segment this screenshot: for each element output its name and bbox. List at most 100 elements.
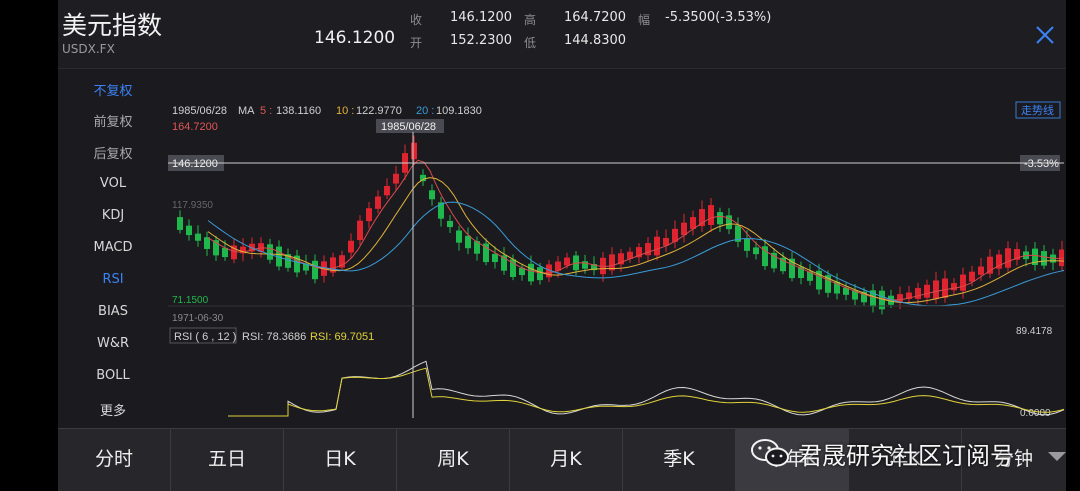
- candle-body: [762, 246, 768, 267]
- instrument-title: 美元指数: [62, 11, 163, 40]
- candle-body: [690, 217, 696, 229]
- candle-body: [411, 142, 417, 160]
- sidebar-item-more[interactable]: 更多: [99, 404, 126, 419]
- change-value: -5.3500(-3.53%): [665, 10, 772, 25]
- last-price: 146.1200: [314, 28, 396, 48]
- sidebar-item-rsi[interactable]: RSI: [102, 272, 124, 287]
- candle-body: [636, 247, 642, 258]
- sidebar-item-vol[interactable]: VOL: [99, 176, 127, 191]
- chevron-down-icon[interactable]: [1048, 452, 1066, 461]
- candle-body: [627, 251, 633, 259]
- candle-body: [834, 281, 840, 294]
- high-value: 164.7200: [564, 10, 627, 25]
- sidebar-item-kdj[interactable]: KDJ: [101, 208, 125, 223]
- candle-body: [672, 228, 678, 242]
- candle-body: [825, 275, 831, 293]
- candle-body: [663, 237, 669, 246]
- candle-body: [744, 238, 750, 251]
- close-value: 146.1200: [450, 10, 513, 25]
- candle-body: [654, 236, 660, 256]
- tab-weekly-k[interactable]: 周K: [397, 429, 510, 491]
- ma5-label: 5 :: [260, 105, 272, 117]
- crosshair: [168, 132, 1064, 418]
- sidebar-item-backward-adjust[interactable]: 后复权: [93, 147, 133, 162]
- candle-body: [294, 255, 300, 273]
- cross-date-box: [376, 119, 444, 133]
- sidebar-item-no-adjust[interactable]: 不复权: [93, 84, 133, 99]
- candle-body: [978, 266, 984, 275]
- ma20-value: 109.1830: [436, 105, 482, 117]
- candle-body: [456, 230, 462, 243]
- watermark-text: 君晟研究社区订阅号: [798, 441, 1014, 470]
- indicator-sidebar: 不复权 前复权 后复权 VOL KDJ MACD RSI BIAS W&R BO…: [58, 70, 168, 428]
- candle-body: [789, 258, 795, 279]
- candle-body: [609, 254, 615, 271]
- candle-body: [816, 270, 822, 290]
- cross-change: -3.53%: [1024, 158, 1059, 170]
- candle-body: [393, 173, 399, 184]
- trend-line-button[interactable]: 走势线: [1015, 101, 1061, 119]
- candle-body: [501, 255, 507, 271]
- sidebar-item-boll[interactable]: BOLL: [96, 368, 130, 383]
- candle-body: [708, 205, 714, 225]
- candle-body: [267, 244, 273, 260]
- tab-half-year-k[interactable]: 半年K: [736, 429, 849, 491]
- candle-body: [618, 253, 624, 265]
- candle-body: [330, 257, 336, 273]
- candle-body: [258, 243, 264, 252]
- candle-body: [915, 288, 921, 299]
- tab-minute[interactable]: 分钟: [994, 448, 1033, 470]
- candlestick-series: [177, 135, 1064, 315]
- candle-body: [465, 235, 471, 249]
- candle-body: [933, 280, 939, 299]
- candle-body: [771, 252, 777, 269]
- candle-body: [843, 287, 849, 295]
- high-marker: 164.7200: [172, 121, 218, 133]
- candle-body: [1059, 249, 1064, 267]
- ma20-label: 20 :: [416, 105, 434, 117]
- tab-quarterly-k[interactable]: 季K: [623, 429, 736, 491]
- ma10-label: 10 :: [336, 105, 354, 117]
- sidebar-item-forward-adjust[interactable]: 前复权: [93, 115, 133, 130]
- candle-body: [879, 290, 885, 310]
- candle-body: [375, 196, 381, 209]
- tab-monthly-k[interactable]: 月K: [510, 429, 623, 491]
- change-label: 幅: [638, 13, 651, 27]
- candle-body: [582, 261, 588, 269]
- candle-body: [987, 256, 993, 274]
- candle-body: [195, 233, 201, 241]
- chart-text-layer: 1985/06/28 MA 5 : 138.1160 10 : 122.9770…: [168, 105, 1060, 419]
- ma10-line: [207, 177, 1064, 304]
- candle-body: [285, 254, 291, 268]
- rsi-lines: [228, 360, 1064, 417]
- start-date: 1971-06-30: [172, 313, 224, 324]
- sidebar-item-wr[interactable]: W&R: [96, 336, 130, 351]
- candle-body: [519, 267, 525, 276]
- candle-body: [726, 215, 732, 230]
- candle-body: [645, 243, 651, 256]
- tab-five-day[interactable]: 五日: [171, 429, 284, 491]
- tab-daily-k[interactable]: 日K: [284, 429, 397, 491]
- close-icon[interactable]: [1034, 24, 1056, 46]
- candle-body: [492, 253, 498, 263]
- tab-intraday[interactable]: 分时: [58, 429, 171, 491]
- candle-body: [231, 245, 237, 260]
- tab-yearly-k[interactable]: 年K: [849, 429, 962, 491]
- watermark: 君晟研究社区订阅号: [750, 428, 1014, 478]
- candle-body: [735, 225, 741, 242]
- candle-body: [420, 174, 426, 182]
- sidebar-item-macd[interactable]: MACD: [93, 240, 133, 255]
- candle-body: [303, 263, 309, 271]
- candle-body: [870, 290, 876, 307]
- sidebar-item-bias[interactable]: BIAS: [98, 304, 128, 319]
- open-label: 开: [410, 36, 423, 50]
- kline-chart[interactable]: 1985/06/28 MA 5 : 138.1160 10 : 122.9770…: [168, 96, 1064, 428]
- candle-body: [357, 220, 363, 241]
- rsi6-line: [228, 360, 1064, 417]
- ref-level: 117.9350: [172, 200, 213, 211]
- ma5-value: 138.1160: [276, 105, 321, 117]
- candle-body: [681, 222, 687, 236]
- period-tabs: 分时 五日 日K 周K 月K 季K 半年K 年K 分钟: [58, 428, 1066, 491]
- candle-body: [312, 260, 318, 280]
- rsi-label: RSI ( 6 , 12 ): [174, 331, 236, 343]
